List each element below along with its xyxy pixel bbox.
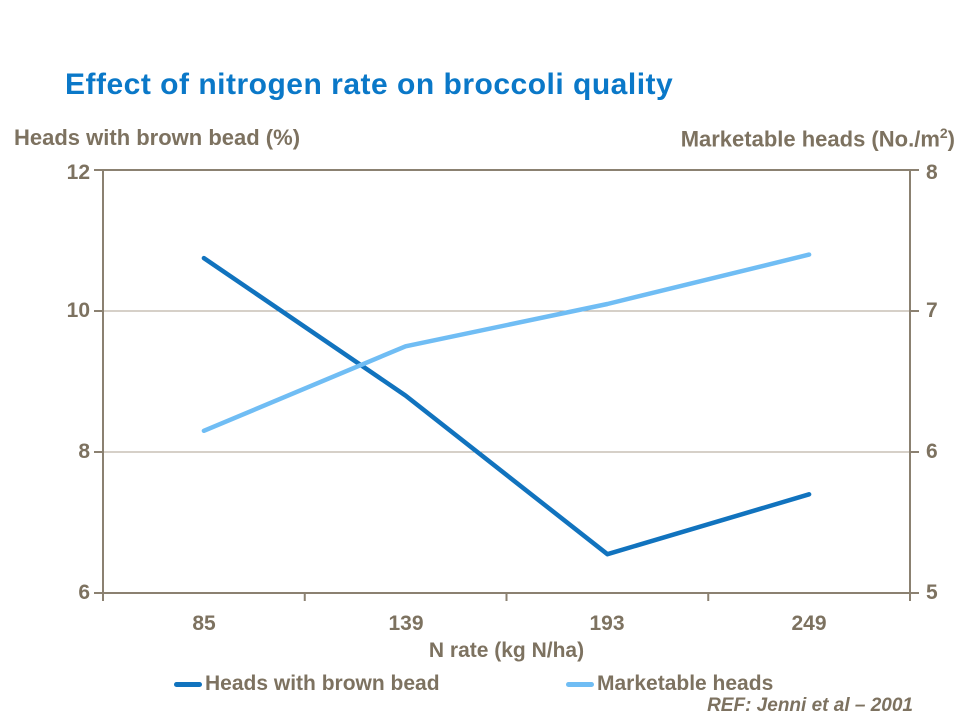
y-axis-tick-label-left: 8 bbox=[78, 440, 90, 463]
series-line-heads-with-brown-bead bbox=[201, 255, 812, 557]
x-axis-tick-label: 249 bbox=[791, 612, 827, 635]
y-axis-tick-label-left: 10 bbox=[66, 299, 90, 322]
x-axis-tick-label: 139 bbox=[388, 612, 424, 635]
x-axis-tick-label: 193 bbox=[589, 612, 625, 635]
series-line-marketable-heads bbox=[201, 252, 812, 434]
right-axis-title: Marketable heads (No./m2) bbox=[681, 125, 955, 152]
x-axis-title: N rate (kg N/ha) bbox=[428, 639, 585, 662]
right-axis-title-superscript: 2 bbox=[939, 125, 948, 141]
legend-item: Marketable heads bbox=[566, 671, 773, 697]
y-axis-tick-label-left: 12 bbox=[66, 161, 90, 184]
reference-citation: REF: Jenni et al – 2001 bbox=[707, 695, 913, 716]
right-axis-title-main: Marketable heads (No./m bbox=[680, 126, 940, 152]
legend-item: Heads with brown bead bbox=[174, 671, 440, 697]
right-axis-title-close: ) bbox=[947, 126, 955, 152]
y-axis-tick-label-right: 7 bbox=[926, 299, 938, 322]
legend-swatch bbox=[566, 681, 594, 687]
chart-title: Effect of nitrogen rate on broccoli qual… bbox=[65, 68, 674, 101]
legend-label: Marketable heads bbox=[597, 672, 774, 695]
y-axis-tick-label-left: 6 bbox=[78, 581, 90, 604]
y-axis-tick-label-right: 6 bbox=[926, 440, 938, 463]
y-axis-tick-label-right: 5 bbox=[926, 581, 938, 604]
legend-label: Heads with brown bead bbox=[205, 672, 440, 695]
x-axis-tick-label: 85 bbox=[192, 612, 216, 635]
plot-border bbox=[102, 169, 911, 594]
y-axis-tick-label-right: 8 bbox=[926, 161, 938, 184]
left-axis-title: Heads with brown bead (%) bbox=[14, 125, 301, 150]
legend-swatch bbox=[174, 681, 202, 687]
